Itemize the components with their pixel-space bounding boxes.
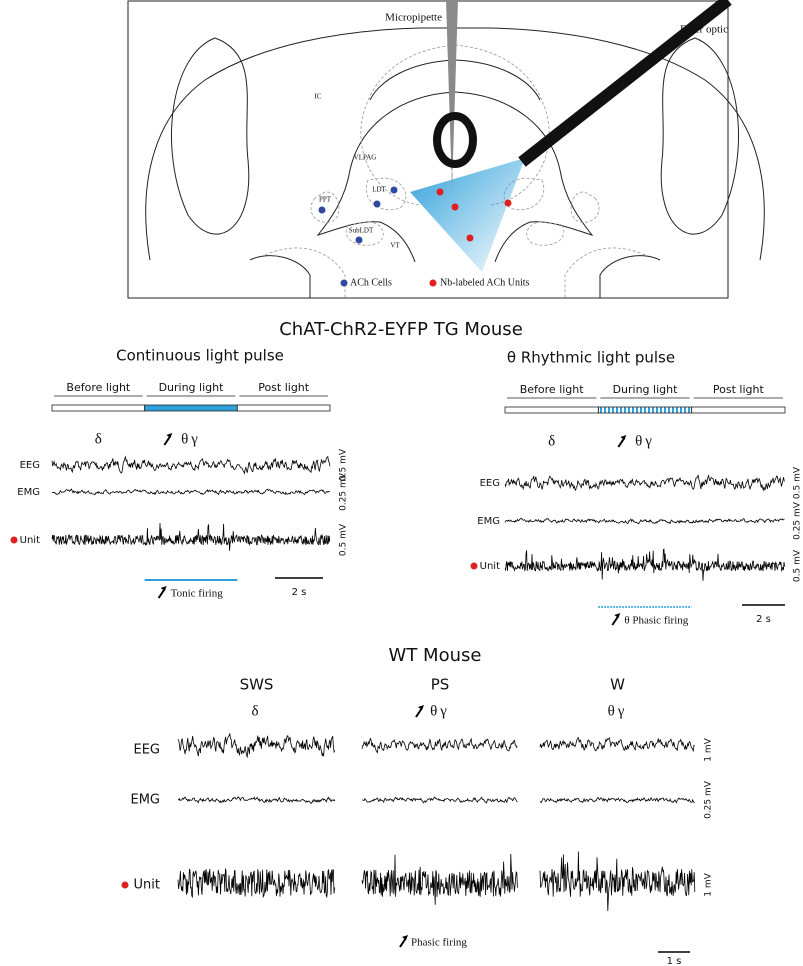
- trace: [178, 797, 335, 803]
- arrow-icon: [161, 586, 167, 591]
- trace: [540, 738, 695, 751]
- legend-label: ACh Cells: [350, 277, 392, 288]
- phase-bar: [145, 405, 238, 411]
- arrow-icon: [400, 938, 406, 947]
- phase-bar: [692, 407, 785, 413]
- channel-label: EEG: [133, 743, 160, 758]
- tg-title: ChAT-ChR2-EYFP TG Mouse: [279, 319, 523, 340]
- trace: [362, 854, 517, 905]
- trace: [540, 798, 695, 803]
- arrow-icon: [612, 616, 618, 625]
- trace: [505, 549, 785, 581]
- channel-label: EEG: [20, 460, 40, 471]
- region-label: Aq: [450, 168, 459, 176]
- arrow-icon: [618, 438, 624, 447]
- trace: [362, 797, 517, 803]
- channel-label: EEG: [480, 478, 500, 489]
- trace: [52, 457, 330, 474]
- region-label: VLPAG: [354, 154, 377, 162]
- phase-bar: [505, 407, 598, 413]
- phase-label: Before light: [520, 383, 585, 396]
- band-label: δ: [548, 433, 555, 449]
- state-label: PS: [431, 676, 450, 694]
- wt-title: WT Mouse: [389, 645, 482, 666]
- trace: [178, 733, 335, 757]
- band-label: θγ: [430, 703, 450, 719]
- arrow-icon: [418, 705, 424, 710]
- state-label: SWS: [240, 676, 274, 694]
- channel-label: Unit: [480, 561, 500, 572]
- region-label: PPT: [319, 196, 332, 204]
- region-label: LDT: [372, 186, 386, 194]
- time-scale-label: 2 s: [292, 587, 307, 598]
- phase-label: Before light: [66, 381, 131, 394]
- legend-dot: [341, 280, 348, 287]
- atlas-panel: ACh Cells Nb-labeled ACh Units Micropipe…: [128, 0, 764, 298]
- arrow-icon: [159, 589, 165, 598]
- unit-dot: [11, 537, 18, 544]
- band-label: δ: [95, 431, 102, 447]
- region-label: VT: [390, 242, 400, 250]
- unit-dot: [471, 563, 478, 570]
- channel-label: EMG: [477, 516, 500, 527]
- channel-label: EMG: [17, 487, 40, 498]
- band-label: θγ: [608, 703, 628, 719]
- scale-label: 0.25 mV: [793, 501, 803, 540]
- scale-label: 0.25 mV: [339, 472, 349, 511]
- trace: [505, 475, 784, 490]
- micropipette-label: Micropipette: [385, 12, 442, 24]
- unit-dot: [122, 882, 129, 889]
- arrow-icon: [164, 436, 170, 445]
- channel-label: Unit: [134, 878, 160, 893]
- phase-bar: [598, 407, 691, 413]
- scale-label: 0.5 mV: [793, 466, 803, 499]
- phase-bar: [52, 405, 145, 411]
- region-label: SubLDT: [349, 227, 374, 235]
- panel-title: θ Rhythmic light pulse: [507, 349, 675, 367]
- arrow-icon: [402, 935, 408, 940]
- band-label: θγ: [181, 431, 201, 447]
- region-label: IC: [315, 93, 322, 101]
- arrow-icon: [416, 708, 422, 717]
- time-scale-label: 2 s: [756, 614, 771, 625]
- trace: [540, 852, 695, 911]
- channel-label: EMG: [130, 793, 160, 808]
- firing-label: Phasic firing: [411, 937, 467, 949]
- trace: [52, 523, 330, 551]
- band-label: θγ: [635, 433, 655, 449]
- firing-label: θ Phasic firing: [624, 615, 688, 627]
- fiber-label: Fiber optic: [680, 24, 728, 36]
- time-scale-label: 1 s: [667, 956, 682, 966]
- arrow-icon: [614, 613, 620, 618]
- figure: ACh Cells Nb-labeled ACh Units Micropipe…: [0, 0, 803, 966]
- state-label: W: [610, 676, 625, 694]
- arrow-icon: [620, 435, 626, 440]
- scale-label: 0.25 mV: [704, 780, 714, 819]
- legend-label: Nb-labeled ACh Units: [440, 277, 530, 288]
- channel-label: Unit: [20, 535, 40, 546]
- band-label: δ: [251, 703, 261, 719]
- panel-title: Continuous light pulse: [116, 347, 284, 365]
- scale-label: 1 mV: [704, 872, 714, 896]
- trace: [178, 869, 335, 897]
- phase-label: Post light: [258, 381, 310, 394]
- legend-dot: [430, 280, 437, 287]
- trace: [362, 739, 517, 753]
- scale-label: 1 mV: [704, 737, 714, 761]
- scale-label: 0.5 mV: [339, 523, 349, 556]
- trace: [52, 489, 330, 495]
- scale-label: 0.5 mV: [793, 549, 803, 582]
- phase-label: During light: [613, 383, 679, 396]
- phase-bar: [237, 405, 330, 411]
- phase-label: During light: [159, 381, 225, 394]
- atlas-frame: [128, 1, 728, 298]
- firing-label: Tonic firing: [171, 588, 224, 600]
- trace: [505, 518, 784, 524]
- phase-label: Post light: [713, 383, 765, 396]
- arrow-icon: [166, 433, 172, 438]
